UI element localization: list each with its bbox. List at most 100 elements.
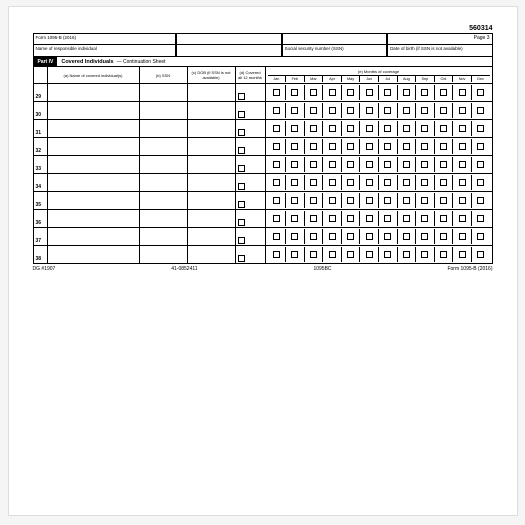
checkbox-month[interactable]: [366, 197, 373, 204]
checkbox-month[interactable]: [459, 251, 466, 258]
checkbox-month[interactable]: [329, 161, 336, 168]
checkbox-month[interactable]: [421, 215, 428, 222]
checkbox-all12[interactable]: [238, 183, 245, 190]
checkbox-month[interactable]: [459, 233, 466, 240]
checkbox-month[interactable]: [403, 161, 410, 168]
checkbox-month[interactable]: [459, 179, 466, 186]
checkbox-all12[interactable]: [238, 111, 245, 118]
checkbox-month[interactable]: [477, 251, 484, 258]
checkbox-month[interactable]: [440, 161, 447, 168]
checkbox-month[interactable]: [421, 179, 428, 186]
checkbox-month[interactable]: [291, 233, 298, 240]
cell-name[interactable]: [48, 246, 140, 263]
checkbox-month[interactable]: [477, 107, 484, 114]
checkbox-month[interactable]: [310, 143, 317, 150]
checkbox-month[interactable]: [440, 143, 447, 150]
checkbox-month[interactable]: [273, 89, 280, 96]
cell-name[interactable]: [48, 210, 140, 227]
checkbox-month[interactable]: [329, 89, 336, 96]
checkbox-month[interactable]: [273, 233, 280, 240]
cell-dob[interactable]: [188, 228, 236, 245]
checkbox-month[interactable]: [347, 197, 354, 204]
checkbox-month[interactable]: [440, 179, 447, 186]
cell-dob[interactable]: [188, 156, 236, 173]
checkbox-month[interactable]: [421, 89, 428, 96]
checkbox-all12[interactable]: [238, 129, 245, 136]
checkbox-month[interactable]: [347, 107, 354, 114]
checkbox-month[interactable]: [384, 197, 391, 204]
checkbox-month[interactable]: [403, 197, 410, 204]
checkbox-month[interactable]: [421, 143, 428, 150]
checkbox-month[interactable]: [403, 179, 410, 186]
checkbox-month[interactable]: [403, 125, 410, 132]
checkbox-month[interactable]: [421, 125, 428, 132]
cell-dob[interactable]: [188, 192, 236, 209]
checkbox-month[interactable]: [477, 179, 484, 186]
cell-ssn[interactable]: [140, 102, 188, 119]
checkbox-month[interactable]: [273, 107, 280, 114]
checkbox-month[interactable]: [384, 233, 391, 240]
checkbox-month[interactable]: [477, 125, 484, 132]
checkbox-month[interactable]: [477, 197, 484, 204]
checkbox-month[interactable]: [329, 233, 336, 240]
checkbox-month[interactable]: [459, 161, 466, 168]
cell-ssn[interactable]: [140, 246, 188, 263]
checkbox-month[interactable]: [366, 179, 373, 186]
checkbox-all12[interactable]: [238, 219, 245, 226]
checkbox-month[interactable]: [440, 215, 447, 222]
checkbox-month[interactable]: [291, 161, 298, 168]
checkbox-all12[interactable]: [238, 255, 245, 262]
checkbox-month[interactable]: [291, 179, 298, 186]
checkbox-month[interactable]: [291, 251, 298, 258]
cell-ssn[interactable]: [140, 84, 188, 101]
checkbox-month[interactable]: [440, 251, 447, 258]
checkbox-month[interactable]: [347, 251, 354, 258]
checkbox-month[interactable]: [273, 125, 280, 132]
cell-name[interactable]: [48, 84, 140, 101]
checkbox-month[interactable]: [459, 143, 466, 150]
checkbox-month[interactable]: [329, 215, 336, 222]
checkbox-all12[interactable]: [238, 93, 245, 100]
checkbox-month[interactable]: [329, 179, 336, 186]
checkbox-month[interactable]: [329, 125, 336, 132]
checkbox-month[interactable]: [273, 215, 280, 222]
cell-dob[interactable]: [188, 138, 236, 155]
checkbox-all12[interactable]: [238, 147, 245, 154]
cell-ssn[interactable]: [140, 120, 188, 137]
checkbox-month[interactable]: [403, 107, 410, 114]
cell-name[interactable]: [48, 192, 140, 209]
checkbox-month[interactable]: [440, 107, 447, 114]
checkbox-month[interactable]: [421, 161, 428, 168]
checkbox-month[interactable]: [347, 143, 354, 150]
cell-name[interactable]: [48, 156, 140, 173]
cell-ssn[interactable]: [140, 192, 188, 209]
checkbox-month[interactable]: [310, 197, 317, 204]
checkbox-month[interactable]: [384, 161, 391, 168]
checkbox-month[interactable]: [384, 107, 391, 114]
checkbox-month[interactable]: [310, 233, 317, 240]
checkbox-month[interactable]: [310, 179, 317, 186]
checkbox-month[interactable]: [477, 89, 484, 96]
checkbox-month[interactable]: [310, 107, 317, 114]
checkbox-month[interactable]: [291, 107, 298, 114]
checkbox-month[interactable]: [477, 233, 484, 240]
cell-dob[interactable]: [188, 120, 236, 137]
checkbox-month[interactable]: [366, 161, 373, 168]
cell-ssn[interactable]: [140, 138, 188, 155]
checkbox-month[interactable]: [291, 215, 298, 222]
checkbox-month[interactable]: [366, 143, 373, 150]
checkbox-month[interactable]: [310, 251, 317, 258]
cell-ssn[interactable]: [140, 174, 188, 191]
cell-dob[interactable]: [188, 210, 236, 227]
checkbox-month[interactable]: [329, 197, 336, 204]
checkbox-month[interactable]: [366, 215, 373, 222]
checkbox-all12[interactable]: [238, 237, 245, 244]
checkbox-month[interactable]: [440, 89, 447, 96]
checkbox-month[interactable]: [273, 251, 280, 258]
cell-name[interactable]: [48, 102, 140, 119]
checkbox-month[interactable]: [329, 143, 336, 150]
checkbox-month[interactable]: [291, 125, 298, 132]
checkbox-month[interactable]: [347, 233, 354, 240]
cell-ssn[interactable]: [140, 156, 188, 173]
cell-name[interactable]: [48, 228, 140, 245]
